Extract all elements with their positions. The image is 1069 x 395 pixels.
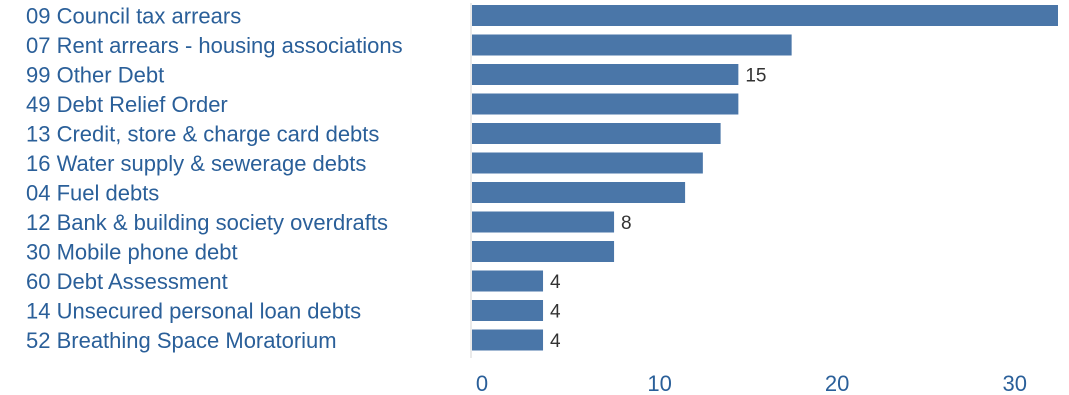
data-labels: 15 8 4 4 4 xyxy=(550,66,766,353)
bar xyxy=(472,270,544,292)
data-label: 15 xyxy=(745,66,766,87)
bar xyxy=(472,5,1058,26)
x-axis-ticks: 0 10 20 30 xyxy=(476,371,1027,395)
bar xyxy=(472,211,615,233)
category-label: 60 Debt Assessment xyxy=(26,269,228,294)
bar xyxy=(472,123,721,144)
x-tick-label: 30 xyxy=(1002,371,1026,395)
bar xyxy=(472,93,739,115)
category-label: 13 Credit, store & charge card debts xyxy=(26,122,379,147)
data-label: 4 xyxy=(550,302,561,323)
bar xyxy=(472,34,792,56)
x-tick-label: 20 xyxy=(825,371,849,395)
category-label: 30 Mobile phone debt xyxy=(26,240,238,265)
bar xyxy=(472,329,544,351)
category-label: 04 Fuel debts xyxy=(26,181,159,206)
bars xyxy=(472,5,1058,351)
category-label: 07 Rent arrears - housing associations xyxy=(26,33,403,58)
bar xyxy=(472,241,615,262)
category-label: 12 Bank & building society overdrafts xyxy=(26,210,388,235)
x-tick-label: 10 xyxy=(647,371,671,395)
bar xyxy=(472,152,703,174)
bar xyxy=(472,64,739,85)
bar xyxy=(472,182,686,203)
data-label: 8 xyxy=(621,213,632,234)
data-label: 4 xyxy=(550,272,561,293)
bar xyxy=(472,300,544,321)
category-label: 52 Breathing Space Moratorium xyxy=(26,328,337,353)
category-label: 99 Other Debt xyxy=(26,63,164,88)
category-label: 16 Water supply & sewerage debts xyxy=(26,151,366,176)
category-label: 14 Unsecured personal loan debts xyxy=(26,299,361,324)
x-tick-label: 0 xyxy=(476,371,488,395)
category-label: 09 Council tax arrears xyxy=(26,4,241,29)
category-label: 49 Debt Relief Order xyxy=(26,92,228,117)
category-labels: 09 Council tax arrears 07 Rent arrears - … xyxy=(26,4,403,354)
data-label: 4 xyxy=(550,331,561,352)
